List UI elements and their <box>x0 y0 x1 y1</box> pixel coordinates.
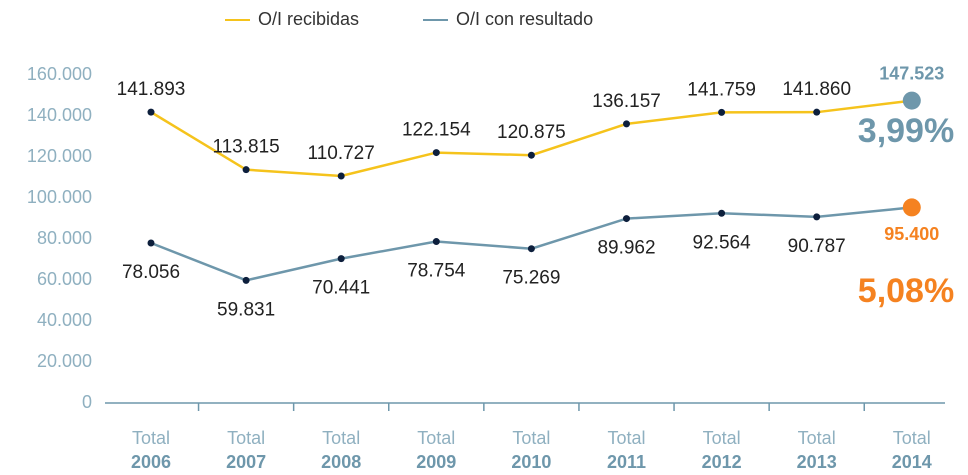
x-tick-label: Total <box>798 428 836 448</box>
x-tick-label: Total <box>322 428 360 448</box>
highlight-label: 147.523 <box>879 63 944 83</box>
marker <box>813 108 821 116</box>
highlight-marker <box>902 198 921 217</box>
y-tick-label: 60.000 <box>37 269 92 289</box>
marker <box>337 172 345 180</box>
y-tick-label: 20.000 <box>37 351 92 371</box>
data-label: 59.831 <box>217 299 275 320</box>
data-label: 78.754 <box>407 261 466 282</box>
data-label: 70.441 <box>312 278 370 299</box>
data-label: 90.787 <box>788 236 846 257</box>
data-label: 141.860 <box>782 79 851 100</box>
y-tick-label: 80.000 <box>37 228 92 248</box>
y-tick-label: 160.000 <box>27 64 92 84</box>
x-tick-label: 2012 <box>702 452 742 472</box>
y-tick-label: 40.000 <box>37 310 92 330</box>
marker <box>432 238 440 246</box>
x-tick-label: 2009 <box>416 452 456 472</box>
marker <box>527 245 535 253</box>
marker <box>813 213 821 221</box>
marker <box>718 108 726 116</box>
marker <box>337 255 345 263</box>
x-tick-label: 2006 <box>131 452 171 472</box>
marker <box>147 239 155 247</box>
data-label: 136.157 <box>592 91 661 112</box>
x-tick-label: 2013 <box>797 452 837 472</box>
marker <box>432 149 440 157</box>
marker <box>623 120 630 128</box>
data-label: 141.759 <box>687 79 756 100</box>
legend-label: O/I con resultado <box>456 9 593 29</box>
legend-label: O/I recibidas <box>258 9 359 29</box>
data-label: 122.154 <box>402 120 471 141</box>
x-tick-label: Total <box>227 428 265 448</box>
x-tick-label: Total <box>417 428 455 448</box>
data-label: 110.727 <box>308 143 375 164</box>
marker <box>718 209 726 217</box>
marker <box>527 151 535 159</box>
data-label: 120.875 <box>497 122 566 143</box>
highlight-marker <box>902 91 921 110</box>
marker <box>242 276 250 284</box>
x-tick-label: 2014 <box>892 452 932 472</box>
data-label: 89.962 <box>597 238 655 259</box>
y-tick-label: 140.000 <box>27 105 92 125</box>
x-tick-label: Total <box>132 428 170 448</box>
y-tick-label: 0 <box>82 392 92 412</box>
annotation: 3,99% <box>858 112 954 150</box>
data-label: 75.269 <box>502 268 560 289</box>
x-tick-label: 2007 <box>226 452 266 472</box>
x-tick-label: Total <box>607 428 645 448</box>
marker <box>242 166 250 174</box>
x-tick-label: 2011 <box>607 452 646 472</box>
x-tick-label: 2008 <box>321 452 361 472</box>
y-tick-label: 100.000 <box>27 187 92 207</box>
x-tick-label: 2010 <box>511 452 551 472</box>
data-label: 92.564 <box>693 232 752 253</box>
x-tick-label: Total <box>893 428 931 448</box>
x-tick-label: Total <box>703 428 741 448</box>
y-tick-label: 120.000 <box>27 146 92 166</box>
data-label: 141.893 <box>117 79 186 100</box>
data-label: 113.815 <box>212 137 279 158</box>
marker <box>147 108 155 116</box>
annotation: 5,08% <box>858 272 954 310</box>
marker <box>623 215 630 223</box>
highlight-label: 95.400 <box>884 224 939 244</box>
x-tick-label: Total <box>512 428 550 448</box>
data-label: 78.056 <box>122 262 180 283</box>
